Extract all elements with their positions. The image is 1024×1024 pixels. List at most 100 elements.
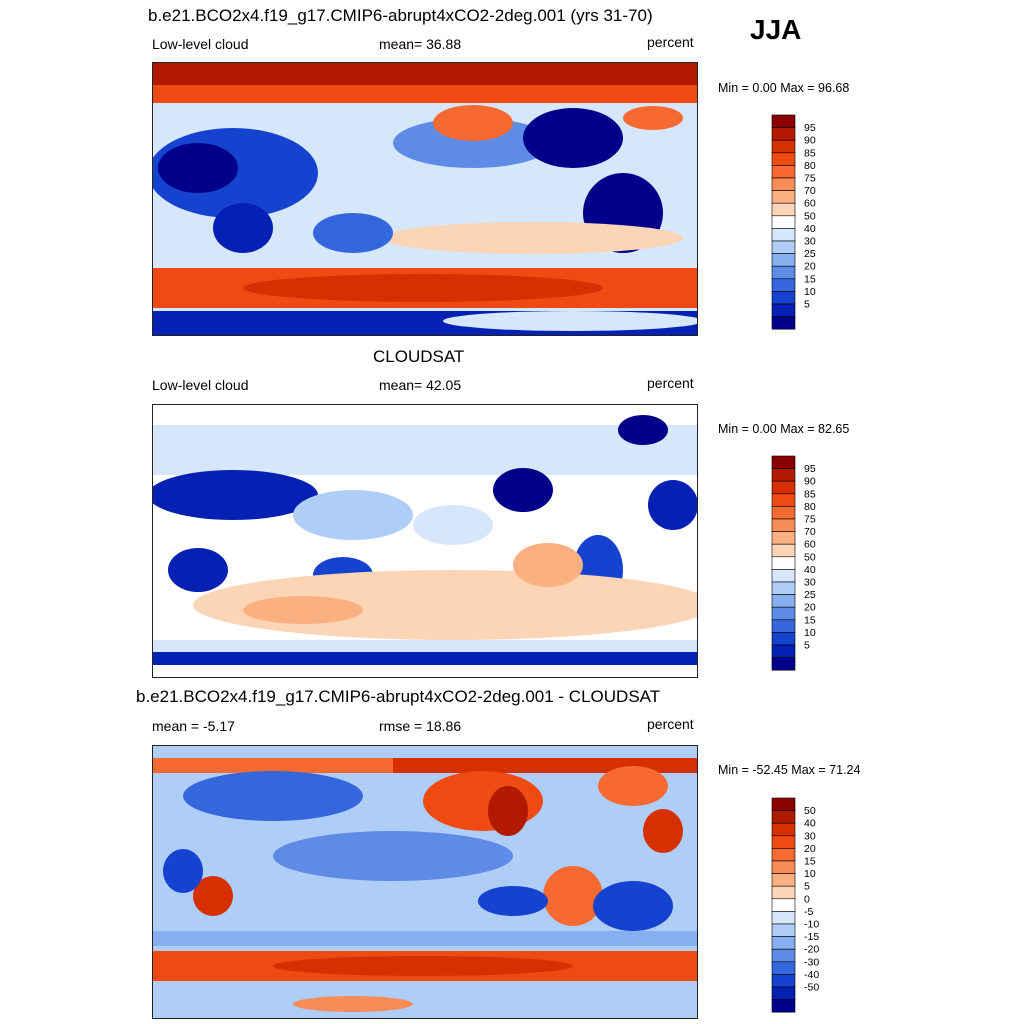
- panel-3-mean-label: mean = -5.17: [152, 718, 235, 734]
- colorbar-swatch: [771, 240, 796, 254]
- colorbar-tick-label: 75: [804, 173, 816, 185]
- colorbar-tick-label: 80: [804, 501, 816, 513]
- colorbar-swatch: [771, 948, 796, 963]
- colorbar-swatch: [771, 291, 796, 305]
- panel-1-mean-label: mean= 36.88: [379, 36, 462, 52]
- panel-2-units-label: percent: [647, 375, 694, 391]
- colorbar-tick-label: 10: [804, 868, 816, 880]
- panel-1-variable-label: Low-level cloud: [152, 36, 249, 52]
- colorbar-swatch: [771, 165, 796, 179]
- colorbar-swatch: [771, 468, 796, 482]
- colorbar-tick-label: 20: [804, 602, 816, 614]
- colorbar-swatch: [771, 506, 796, 520]
- colorbar-swatch: [771, 581, 796, 595]
- colorbar-tick-label: 15: [804, 856, 816, 868]
- colorbar-tick-label: 25: [804, 589, 816, 601]
- panel-3-minmax: Min = -52.45 Max = 71.24: [718, 763, 861, 777]
- panel-2-mean-label: mean= 42.05: [379, 377, 462, 393]
- colorbar-swatch: [771, 253, 796, 267]
- colorbar-tick-label: 95: [804, 122, 816, 134]
- colorbar-swatch: [771, 936, 796, 950]
- colorbar-swatch: [771, 177, 796, 191]
- colorbar-swatch: [771, 265, 796, 280]
- colorbar-tick-label: 10: [804, 627, 816, 639]
- colorbar-tick-label: -15: [804, 931, 819, 943]
- colorbar-tick-label: -5: [804, 906, 813, 918]
- colorbar-tick-label: -40: [804, 969, 819, 981]
- colorbar-swatch: [771, 885, 796, 900]
- colorbar-swatch: [771, 835, 796, 849]
- panel-2-minmax: Min = 0.00 Max = 82.65: [718, 422, 850, 436]
- colorbar-tick-label: 90: [804, 476, 816, 488]
- colorbar-tick-label: 75: [804, 514, 816, 526]
- colorbar-tick-label: 60: [804, 539, 816, 551]
- colorbar-swatch: [771, 873, 796, 887]
- colorbar-swatch: [771, 632, 796, 646]
- panel-3-map: [152, 745, 698, 1019]
- colorbar-tick-label: 70: [804, 526, 816, 538]
- colorbar-tick-label: 15: [804, 273, 816, 285]
- colorbar-tick-label: 15: [804, 614, 816, 626]
- panel-1-title: b.e21.BCO2x4.f19_g17.CMIP6-abrupt4xCO2-2…: [148, 6, 653, 25]
- colorbar-tick-label: -50: [804, 982, 819, 994]
- panel-1-colorbar: 95 90 85 80 75 70 60 50 40 30 25 20 15 10 5: [771, 114, 832, 330]
- colorbar-swatch: [771, 139, 796, 154]
- colorbar-tick-label: 20: [804, 261, 816, 273]
- colorbar-swatch: [771, 606, 796, 621]
- colorbar-swatch: [771, 127, 796, 141]
- colorbar-tick-label: 20: [804, 843, 816, 855]
- colorbar-swatch: [771, 543, 796, 558]
- colorbar-tick-label: 80: [804, 160, 816, 172]
- colorbar-swatch: [771, 556, 796, 570]
- colorbar-tick-label: -30: [804, 956, 819, 968]
- colorbar-tick-label: 85: [804, 147, 816, 159]
- colorbar-swatch: [771, 810, 796, 824]
- colorbar-swatch: [771, 961, 796, 975]
- colorbar-tick-label: 0: [804, 893, 810, 905]
- panel-2-map: [152, 404, 698, 678]
- colorbar-tick-label: 30: [804, 236, 816, 248]
- colorbar-swatch: [771, 303, 796, 317]
- colorbar-swatch: [771, 999, 796, 1013]
- colorbar-swatch: [771, 797, 796, 811]
- colorbar-swatch: [771, 480, 796, 495]
- colorbar-swatch: [771, 986, 796, 1000]
- panel-3-colorbar: 50 40 30 20 15 10 5 0 -5 -10 -15 -20 -30 -40 -50: [771, 797, 832, 1013]
- colorbar-swatch: [771, 531, 796, 545]
- colorbar-tick-label: 25: [804, 248, 816, 260]
- colorbar-swatch: [771, 493, 796, 507]
- colorbar-tick-label: 60: [804, 198, 816, 210]
- panel-3-units-label: percent: [647, 716, 694, 732]
- colorbar-tick-label: 30: [804, 830, 816, 842]
- colorbar-tick-label: 10: [804, 286, 816, 298]
- colorbar-swatch: [771, 215, 796, 229]
- colorbar-swatch: [771, 848, 796, 862]
- colorbar-swatch: [771, 569, 796, 583]
- colorbar-swatch: [771, 316, 796, 330]
- colorbar-tick-label: 40: [804, 223, 816, 235]
- colorbar-swatch: [771, 518, 796, 532]
- colorbar-tick-label: 5: [804, 299, 810, 311]
- colorbar-tick-label: -20: [804, 944, 819, 956]
- panel-3-title: b.e21.BCO2x4.f19_g17.CMIP6-abrupt4xCO2-2…: [136, 687, 661, 706]
- panel-2-colorbar: 95 90 85 80 75 70 60 50 40 30 25 20 15 10 5: [771, 455, 832, 671]
- colorbar-tick-label: -10: [804, 919, 819, 931]
- colorbar-tick-label: 50: [804, 210, 816, 222]
- colorbar-tick-label: 5: [804, 640, 810, 652]
- colorbar-swatch: [771, 860, 796, 874]
- colorbar-swatch: [771, 278, 796, 292]
- panel-1-minmax: Min = 0.00 Max = 96.68: [718, 81, 850, 95]
- colorbar-swatch: [771, 923, 796, 937]
- colorbar-tick-label: 70: [804, 185, 816, 197]
- colorbar-swatch: [771, 822, 796, 837]
- colorbar-swatch: [771, 644, 796, 658]
- colorbar-tick-label: 90: [804, 135, 816, 147]
- colorbar-swatch: [771, 974, 796, 988]
- colorbar-swatch: [771, 594, 796, 608]
- panel-1-units-label: percent: [647, 34, 694, 50]
- season-label: JJA: [750, 14, 802, 45]
- panel-2-title: CLOUDSAT: [373, 347, 465, 366]
- colorbar-tick-label: 40: [804, 818, 816, 830]
- colorbar-swatch: [771, 152, 796, 166]
- panel-2-variable-label: Low-level cloud: [152, 377, 249, 393]
